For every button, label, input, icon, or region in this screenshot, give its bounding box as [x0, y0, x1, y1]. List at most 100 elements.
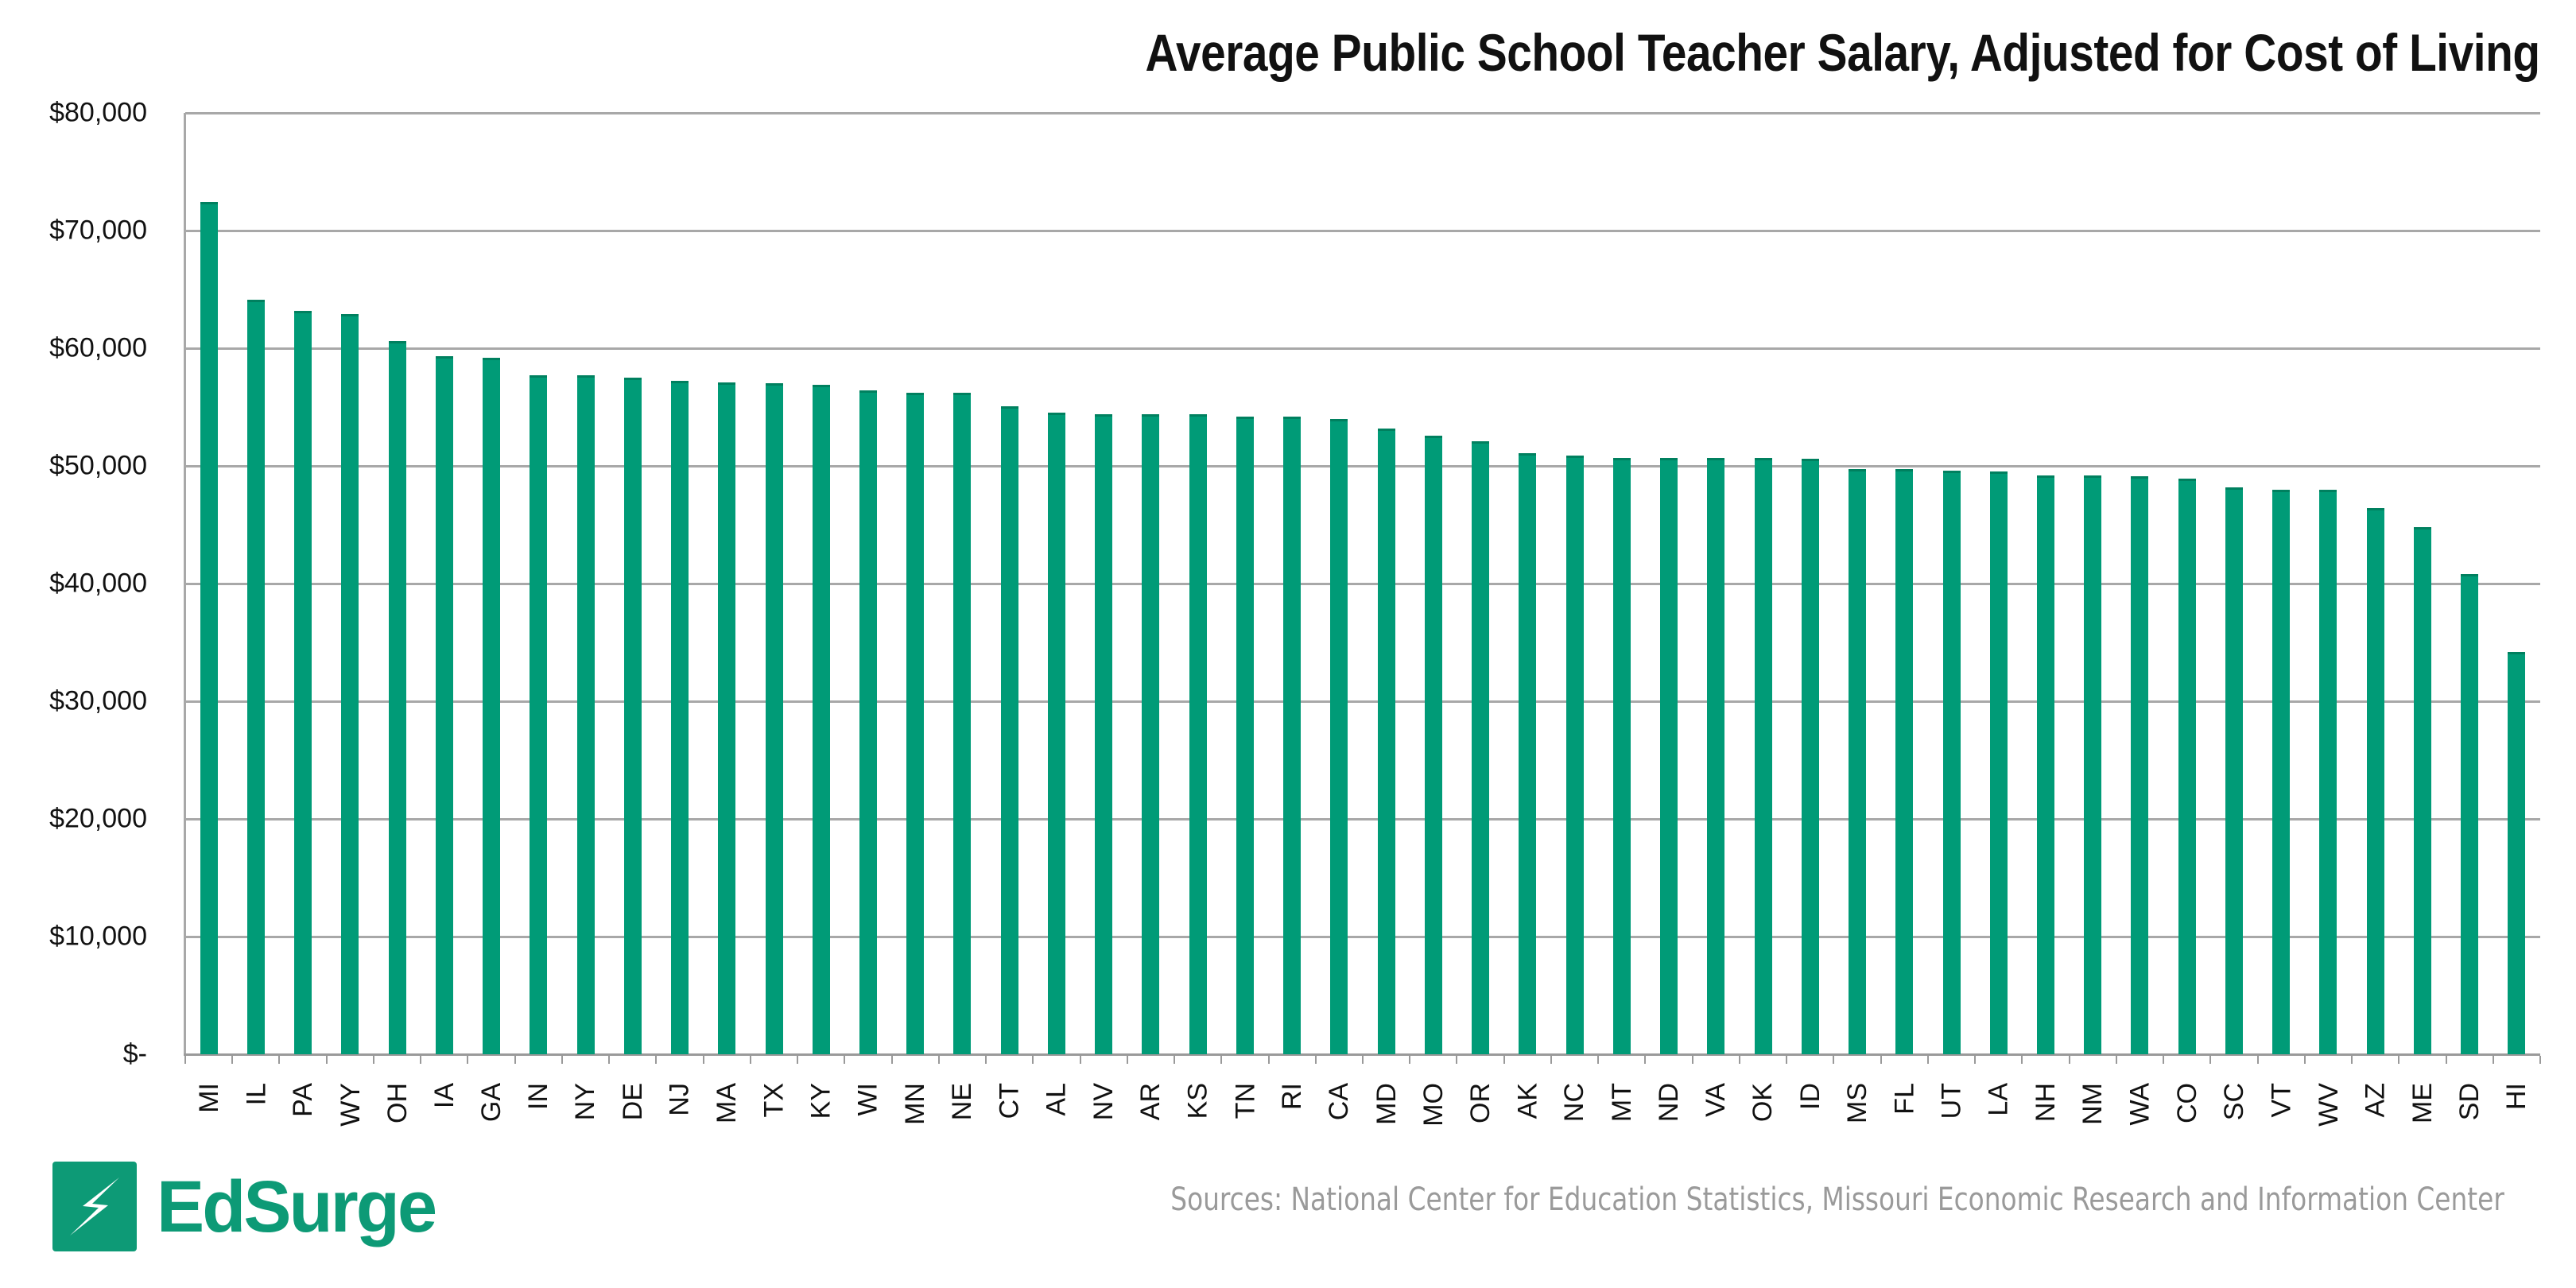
x-tick	[2492, 1056, 2494, 1064]
y-tick-label: $80,000	[49, 97, 147, 128]
x-tick	[1032, 1056, 1034, 1064]
bar-wy	[341, 314, 359, 1054]
x-tick	[2021, 1056, 2023, 1064]
bar-ne	[953, 393, 972, 1054]
bar-ok	[1754, 457, 1772, 1054]
bar-in	[530, 375, 548, 1054]
logo-text: EdSurge	[157, 1166, 437, 1247]
bar-va	[1707, 457, 1725, 1054]
bar-sd	[2461, 574, 2479, 1054]
bar-ca	[1330, 418, 1348, 1054]
y-tick-label: $20,000	[49, 803, 147, 834]
x-tick	[985, 1056, 987, 1064]
lightning-bolt-icon	[52, 1162, 137, 1251]
bar-la	[1989, 471, 2008, 1054]
gridline	[185, 700, 2540, 703]
source-note: Sources: National Center for Education S…	[1170, 1181, 2504, 1218]
x-tick	[372, 1056, 374, 1064]
x-tick	[702, 1056, 704, 1064]
y-tick-label: $60,000	[49, 332, 147, 363]
bar-ct	[1000, 405, 1018, 1054]
bar-me	[2413, 526, 2431, 1054]
bar-mi	[200, 202, 218, 1054]
x-tick	[749, 1056, 751, 1064]
x-tick	[420, 1056, 422, 1064]
y-tick-label: $-	[122, 1038, 147, 1069]
x-tick	[278, 1056, 281, 1064]
bar-hi	[2508, 651, 2526, 1054]
gridline	[185, 465, 2540, 467]
x-tick	[1738, 1056, 1740, 1064]
bar-ny	[576, 375, 595, 1054]
x-tick	[1362, 1056, 1364, 1064]
x-tick	[325, 1056, 328, 1064]
x-tick	[231, 1056, 234, 1064]
gridline	[185, 818, 2540, 821]
x-tick	[1503, 1056, 1505, 1064]
x-tick	[844, 1056, 846, 1064]
x-tick	[2539, 1056, 2541, 1064]
x-axis-line	[184, 1053, 2540, 1056]
x-tick	[1786, 1056, 1788, 1064]
gridline	[185, 347, 2540, 350]
bar-ar	[1142, 413, 1160, 1054]
bar-wa	[2131, 476, 2149, 1054]
x-tick	[1691, 1056, 1693, 1064]
x-tick	[467, 1056, 469, 1064]
x-tick	[1597, 1056, 1600, 1064]
x-tick	[1126, 1056, 1128, 1064]
x-tick	[1550, 1056, 1552, 1064]
x-tick	[1079, 1056, 1081, 1064]
gridline	[185, 583, 2540, 585]
bar-id	[1801, 459, 1819, 1054]
x-tick	[1644, 1056, 1647, 1064]
bar-md	[1377, 428, 1395, 1054]
plot-area	[184, 112, 2541, 1064]
bar-ks	[1189, 413, 1207, 1054]
gridline	[185, 230, 2540, 232]
y-tick-label: $10,000	[49, 921, 147, 952]
x-tick	[2398, 1056, 2400, 1064]
bar-co	[2178, 479, 2196, 1054]
bar-mo	[1424, 435, 1442, 1054]
bar-az	[2366, 508, 2384, 1054]
bar-nj	[671, 381, 689, 1054]
bar-ms	[1849, 469, 1867, 1054]
bar-vt	[2272, 489, 2291, 1054]
bar-ga	[483, 357, 501, 1054]
x-tick	[2256, 1056, 2259, 1064]
x-tick	[514, 1056, 516, 1064]
bar-al	[1047, 413, 1065, 1054]
bar-sc	[2225, 487, 2243, 1054]
bar-ky	[812, 384, 830, 1054]
bar-pa	[294, 310, 312, 1054]
bar-ak	[1519, 452, 1537, 1054]
x-tick	[1926, 1056, 1929, 1064]
bar-tx	[765, 383, 783, 1054]
y-tick-label: $70,000	[49, 215, 147, 246]
bar-il	[246, 300, 265, 1054]
bar-or	[1472, 440, 1490, 1054]
x-tick	[890, 1056, 893, 1064]
x-tick	[608, 1056, 611, 1064]
bar-nh	[2036, 475, 2054, 1054]
x-tick	[1267, 1056, 1270, 1064]
chart-title: Average Public School Teacher Salary, Ad…	[1145, 23, 2540, 82]
edsurge-logo: EdSurge	[52, 1162, 440, 1251]
x-tick	[1174, 1056, 1176, 1064]
x-tick	[2351, 1056, 2353, 1064]
x-tick	[184, 1056, 186, 1064]
y-tick-label: $30,000	[49, 685, 147, 716]
bar-oh	[388, 341, 406, 1054]
x-tick	[1456, 1056, 1458, 1064]
bar-mt	[1612, 457, 1631, 1054]
bar-nv	[1095, 413, 1113, 1054]
x-tick	[561, 1056, 563, 1064]
gridline	[185, 112, 2540, 114]
gridline	[185, 936, 2540, 938]
bar-ia	[435, 356, 453, 1054]
x-tick	[797, 1056, 799, 1064]
x-tick	[1974, 1056, 1977, 1064]
bar-wi	[859, 390, 877, 1054]
x-tick	[2163, 1056, 2165, 1064]
